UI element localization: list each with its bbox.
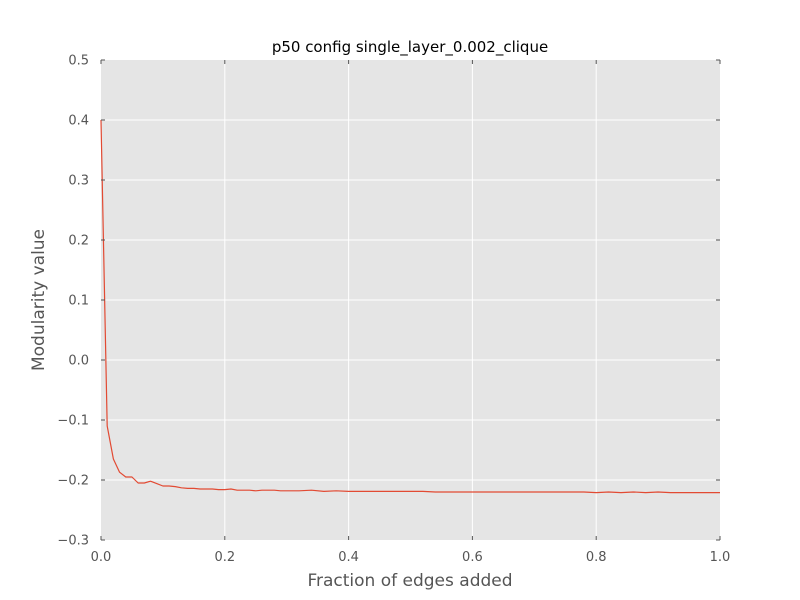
- x-tick-label: 0.0: [91, 550, 112, 565]
- tick-marks: [100, 59, 721, 541]
- x-axis-label: Fraction of edges added: [307, 571, 512, 591]
- chart-title: p50 config single_layer_0.002_clique: [272, 38, 548, 57]
- series-line: [100, 119, 720, 494]
- series-layer: [100, 119, 720, 494]
- y-tick-label: −0.2: [57, 474, 89, 489]
- x-tick-label: 0.4: [338, 550, 359, 565]
- y-tick-label: 0.0: [68, 354, 89, 369]
- x-tick-labels: 0.0 0.2 0.4 0.6 0.8 1.0: [91, 550, 731, 565]
- grid: [101, 60, 720, 540]
- y-axis-label: Modularity value: [29, 229, 49, 371]
- y-tick-label: 0.1: [68, 294, 89, 309]
- y-tick-label: 0.4: [68, 114, 89, 129]
- x-tick-label: 0.6: [462, 550, 483, 565]
- x-tick-label: 0.8: [586, 550, 607, 565]
- y-tick-label: −0.3: [57, 534, 89, 549]
- x-tick-label: 1.0: [710, 550, 731, 565]
- y-tick-labels: 0.5 0.4 0.3 0.2 0.1 0.0 −0.1 −0.2 −0.3: [57, 54, 89, 549]
- y-tick-label: 0.3: [68, 174, 89, 189]
- y-tick-label: 0.2: [68, 234, 89, 249]
- y-tick-label: 0.5: [68, 54, 89, 69]
- x-tick-label: 0.2: [214, 550, 235, 565]
- y-tick-label: −0.1: [57, 414, 89, 429]
